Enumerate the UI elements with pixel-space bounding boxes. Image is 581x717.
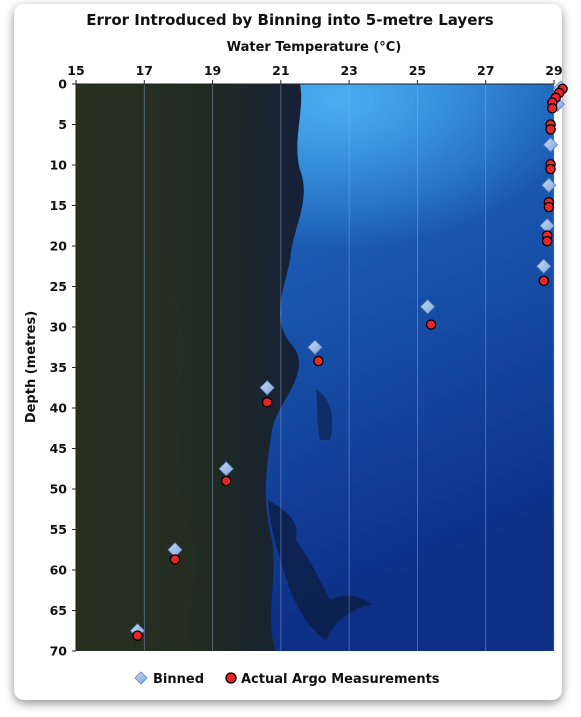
binned-point [307,339,323,355]
x-tick-label: 23 [340,63,357,78]
binned-point [536,258,552,274]
chart-title: Error Introduced by Binning into 5-metre… [86,11,494,29]
argo-measurement-point [313,355,324,367]
binned-point [420,299,436,315]
argo-measurement-point [545,124,556,135]
y-tick-label: 25 [50,279,67,294]
x-tick-label: 29 [545,63,562,78]
argo-measurement-point [132,630,143,641]
x-tick-labels: 15 17 19 21 23 25 27 29 [67,63,563,84]
y-tick-labels: 0 5 10 15 20 25 30 35 40 45 50 55 60 65 70 [50,77,76,659]
argo-measurement-point [541,235,553,247]
plot-background [76,84,554,651]
y-tick-label: 5 [58,117,67,132]
x-tick-label: 25 [409,63,426,78]
legend-argo-marker [225,672,237,684]
x-tick-label: 21 [272,63,289,78]
y-tick-label: 30 [50,320,68,335]
y-tick-label: 40 [50,401,68,416]
y-tick-label: 20 [50,239,68,254]
y-tick-label: 55 [50,522,67,537]
y-tick-label: 35 [50,360,67,375]
argo-measurement-point [425,319,437,330]
y-tick-label: 0 [58,77,67,92]
y-tick-label: 15 [50,198,67,213]
y-tick-label: 10 [50,158,68,173]
binned-point [541,177,557,193]
gridlines [143,84,555,651]
y-tick-label: 45 [50,441,67,456]
x-tick-label: 27 [477,63,494,78]
y-tick-label: 70 [50,644,68,659]
legend-argo-label: Actual Argo Measurements [241,672,440,687]
y-axis-title: Depth (metres) [24,311,39,423]
argo-measurement-point [220,475,232,487]
legend-binned-marker [134,671,148,685]
argo-measurement-point [538,275,550,287]
x-tick-label: 15 [67,63,84,78]
y-tick-label: 50 [50,482,68,497]
legend: Binned Actual Argo Measurements [134,671,440,687]
argo-measurement-point [543,201,555,213]
y-tick-label: 60 [50,563,68,578]
y-tick-label: 65 [50,603,67,618]
x-tick-label: 19 [204,63,221,78]
argo-measurement-point [261,397,273,408]
argo-measurement-point [169,554,181,565]
x-tick-label: 17 [136,63,153,78]
argo-measurement-point [545,163,556,175]
binned-point [259,380,275,396]
argo-measurement-point [547,103,558,114]
x-axis-title: Water Temperature (°C) [227,40,402,55]
legend-binned-label: Binned [153,672,204,687]
binned-point [543,137,559,153]
data-marks [129,80,569,641]
